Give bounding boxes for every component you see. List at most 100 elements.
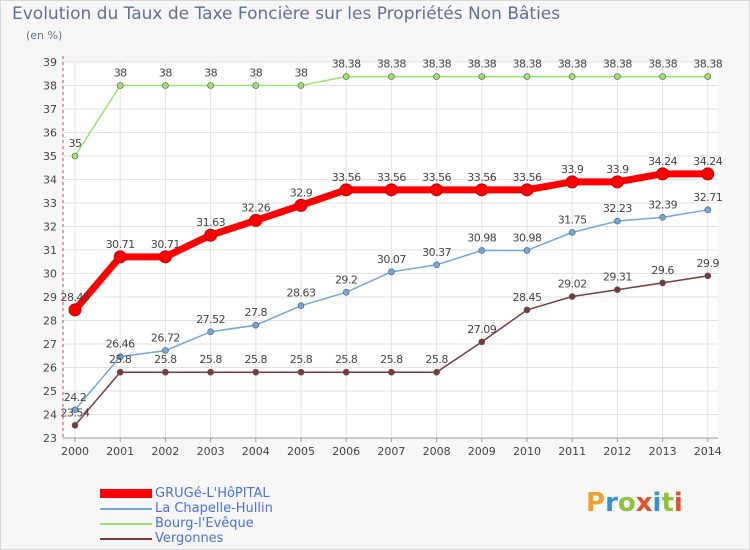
x-tick-label: 2006: [332, 445, 360, 458]
data-point: [433, 73, 440, 80]
data-point: [297, 82, 305, 89]
data-label: 38.38: [422, 58, 451, 71]
data-point: [610, 175, 624, 189]
data-label: 38: [295, 67, 308, 80]
y-tick-label: 26: [43, 362, 57, 375]
data-point: [433, 261, 440, 269]
unit-label: (en %): [26, 29, 63, 42]
legend-item: Bourg-l'Evêque: [100, 516, 350, 531]
series-points: [68, 73, 715, 429]
logo-letter: i: [673, 488, 683, 518]
data-point: [614, 217, 621, 225]
data-point: [162, 82, 169, 89]
data-label: 28.45: [513, 291, 542, 304]
data-label: 38.38: [332, 58, 361, 71]
y-tick-label: 30: [43, 268, 57, 281]
data-point: [478, 73, 486, 80]
data-label: 38: [204, 67, 217, 80]
data-point: [701, 167, 715, 181]
data-point: [162, 347, 169, 354]
data-point: [523, 73, 531, 80]
data-label: 31.63: [196, 216, 225, 229]
data-point: [388, 73, 395, 80]
data-point: [520, 183, 534, 197]
y-tick-label: 31: [43, 244, 57, 257]
legend-swatch: [100, 508, 152, 510]
logo-letter: i: [652, 488, 662, 518]
data-point: [294, 198, 308, 212]
data-point: [116, 368, 124, 376]
data-label: 30.98: [513, 231, 542, 244]
legend-item: Vergonnes: [100, 531, 350, 546]
data-label: 25.8: [425, 353, 448, 366]
data-label: 25.8: [290, 353, 313, 366]
data-point: [158, 250, 172, 264]
axes: [62, 56, 718, 442]
x-tick-label: 2012: [603, 445, 631, 458]
data-label: 25.8: [109, 353, 132, 366]
data-point: [704, 272, 712, 280]
data-point: [659, 214, 666, 221]
legend-label: La Chapelle-Hullin: [155, 501, 273, 516]
y-tick-label: 28: [43, 315, 57, 328]
x-tick-label: 2014: [694, 445, 722, 458]
data-label: 33.56: [467, 171, 496, 184]
data-label: 29.31: [603, 271, 632, 284]
data-label: 33.9: [561, 163, 584, 176]
logo-letter: x: [635, 488, 653, 518]
data-point: [342, 368, 350, 376]
data-label: 29.6: [651, 264, 674, 277]
data-label: 30.07: [377, 253, 406, 266]
data-point: [388, 368, 395, 376]
data-label: 33.56: [377, 171, 406, 184]
data-point: [113, 250, 127, 264]
data-point: [384, 183, 398, 197]
data-label: 33.56: [422, 171, 451, 184]
data-point: [297, 368, 305, 376]
data-label: 29.2: [335, 273, 358, 286]
y-tick-label: 32: [43, 221, 57, 234]
data-label: 23.54: [61, 406, 90, 419]
data-label: 30.37: [422, 246, 451, 259]
x-tick-label: 2003: [197, 445, 225, 458]
y-tick-label: 29: [43, 291, 57, 304]
chart-title: Evolution du Taux de Taxe Foncière sur l…: [12, 4, 561, 24]
x-tick-label: 2008: [423, 445, 451, 458]
data-point: [656, 167, 670, 181]
data-point: [523, 247, 531, 254]
x-tick-label: 2004: [242, 445, 270, 458]
data-point: [704, 206, 712, 214]
data-label: 27.52: [196, 313, 225, 326]
legend-label: GRUGé-L'HôPITAL: [155, 486, 270, 501]
data-label: 38.38: [648, 58, 677, 71]
x-tick-label: 2000: [61, 445, 89, 458]
data-label: 33.56: [513, 171, 542, 184]
data-point: [659, 73, 666, 80]
data-label: 38: [114, 67, 127, 80]
data-label: 28.63: [287, 287, 316, 300]
tick-labels: 23 24 25 26 27 28 29 30 31 32 33 34 35 36 37 38 39 2000 20…: [43, 56, 722, 458]
legend-label: Vergonnes: [155, 531, 224, 546]
data-label: 30.71: [151, 238, 180, 251]
data-point: [523, 306, 531, 314]
data-label: 25.8: [154, 353, 177, 366]
data-label: 38.38: [513, 58, 542, 71]
data-point: [614, 73, 621, 80]
logo-letter: t: [661, 488, 674, 518]
data-label: 27.8: [245, 306, 268, 319]
data-label: 27.09: [467, 323, 496, 336]
data-point: [659, 279, 666, 287]
data-label: 25.8: [199, 353, 222, 366]
data-point: [339, 183, 353, 197]
data-label: 26.72: [151, 332, 180, 345]
data-point: [568, 229, 576, 236]
data-label: 32.71: [693, 191, 722, 204]
x-tick-label: 2007: [377, 445, 405, 458]
data-label: 38.38: [693, 58, 722, 71]
data-label: 38.38: [603, 58, 632, 71]
legend-label: Bourg-l'Evêque: [155, 516, 254, 531]
data-point: [614, 286, 621, 294]
data-label: 32.39: [648, 198, 677, 211]
data-point: [388, 268, 395, 276]
